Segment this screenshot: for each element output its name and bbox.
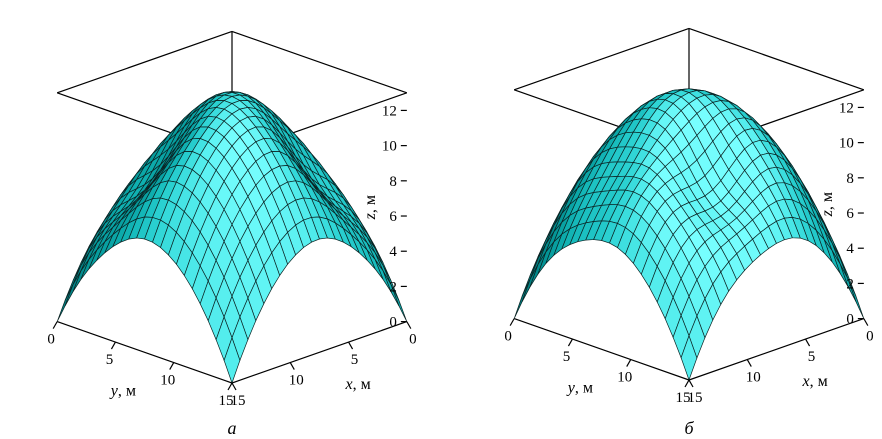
x-tick: [863, 318, 869, 326]
box-edge: [513, 27, 690, 91]
x-tick: [231, 382, 237, 391]
y-tick-label: 0: [47, 332, 55, 348]
z-tick-label: 6: [846, 206, 854, 222]
z-axis: 0 2 4 6 8 10 12 z, м: [362, 103, 407, 331]
box-edge: [688, 318, 865, 381]
box-edge: [688, 27, 865, 91]
z-axis-label: z, м: [819, 192, 836, 217]
x-axis: 0 5 10 15 x, м: [231, 321, 417, 409]
x-tick: [688, 379, 694, 388]
y-tick-label: 15: [219, 393, 234, 409]
panel-b: 0 2 4 6 8 10 12 z, м 0 5 10 15 y, м 0 5 10 15 x, м б: [504, 27, 874, 438]
y-tick-label: 10: [160, 373, 175, 389]
z-tick-label: 12: [382, 103, 397, 119]
x-tick: [289, 362, 295, 370]
z-tick-label: 2: [389, 279, 397, 295]
y-tick: [567, 338, 573, 347]
y-tick: [169, 362, 175, 370]
x-tick-label: 0: [866, 329, 874, 345]
box-edge: [231, 30, 408, 94]
z-tick-label: 10: [839, 136, 854, 152]
x-tick: [805, 338, 811, 347]
z-tick-label: 4: [389, 244, 397, 260]
z-tick-label: 12: [839, 100, 854, 116]
surface: [513, 88, 865, 382]
z-tick-label: 0: [846, 312, 854, 328]
z-axis: 0 2 4 6 8 10 12 z, м: [819, 100, 864, 328]
x-tick: [406, 321, 412, 329]
x-tick: [348, 341, 354, 350]
x-tick-label: 10: [746, 370, 761, 386]
panel-label: б: [684, 418, 694, 438]
x-axis-label: x, м: [345, 376, 371, 393]
y-tick-label: 5: [106, 352, 114, 368]
panel-label: а: [228, 418, 237, 438]
x-axis-label: x, м: [802, 373, 828, 390]
y-tick: [626, 359, 632, 367]
y-axis: 0 5 10 15 y, м: [504, 318, 691, 406]
surface: [56, 91, 408, 385]
z-tick-label: 6: [389, 209, 397, 225]
y-tick: [509, 318, 515, 326]
x-tick-label: 5: [351, 352, 359, 368]
x-tick-label: 5: [808, 349, 816, 365]
x-axis: 0 5 10 15 x, м: [688, 318, 874, 406]
y-tick: [227, 382, 233, 391]
box-edge: [231, 321, 408, 384]
y-tick: [684, 379, 690, 388]
y-tick: [52, 321, 58, 329]
z-tick-label: 10: [382, 139, 397, 155]
z-tick-label: 4: [846, 241, 854, 257]
box-edge: [56, 321, 233, 384]
x-tick-label: 10: [289, 373, 304, 389]
z-tick-label: 8: [389, 174, 397, 190]
z-tick-label: 0: [389, 315, 397, 331]
y-axis-label: y, м: [566, 379, 593, 396]
y-tick-label: 15: [676, 390, 691, 406]
panel-a: 0 2 4 6 8 10 12 z, м 0 5 10 15 y, м 0 5 10 15 x, м а: [47, 30, 417, 438]
box-edge: [513, 318, 690, 381]
z-tick-label: 8: [846, 171, 854, 187]
surface-patch: [521, 264, 539, 302]
y-tick-label: 10: [617, 370, 632, 386]
x-tick-label: 0: [409, 332, 417, 348]
y-axis-label: y, м: [109, 382, 136, 399]
x-tick-label: 15: [231, 393, 246, 409]
z-tick-label: 2: [846, 276, 854, 292]
box-edge: [56, 30, 233, 94]
z-axis-label: z, м: [362, 195, 379, 220]
x-tick: [746, 359, 752, 367]
surface-patch: [64, 270, 82, 307]
y-tick-label: 0: [504, 329, 512, 345]
x-tick-label: 15: [688, 390, 703, 406]
y-tick: [110, 341, 116, 350]
y-axis: 0 5 10 15 y, м: [47, 321, 234, 409]
y-tick-label: 5: [563, 349, 571, 365]
